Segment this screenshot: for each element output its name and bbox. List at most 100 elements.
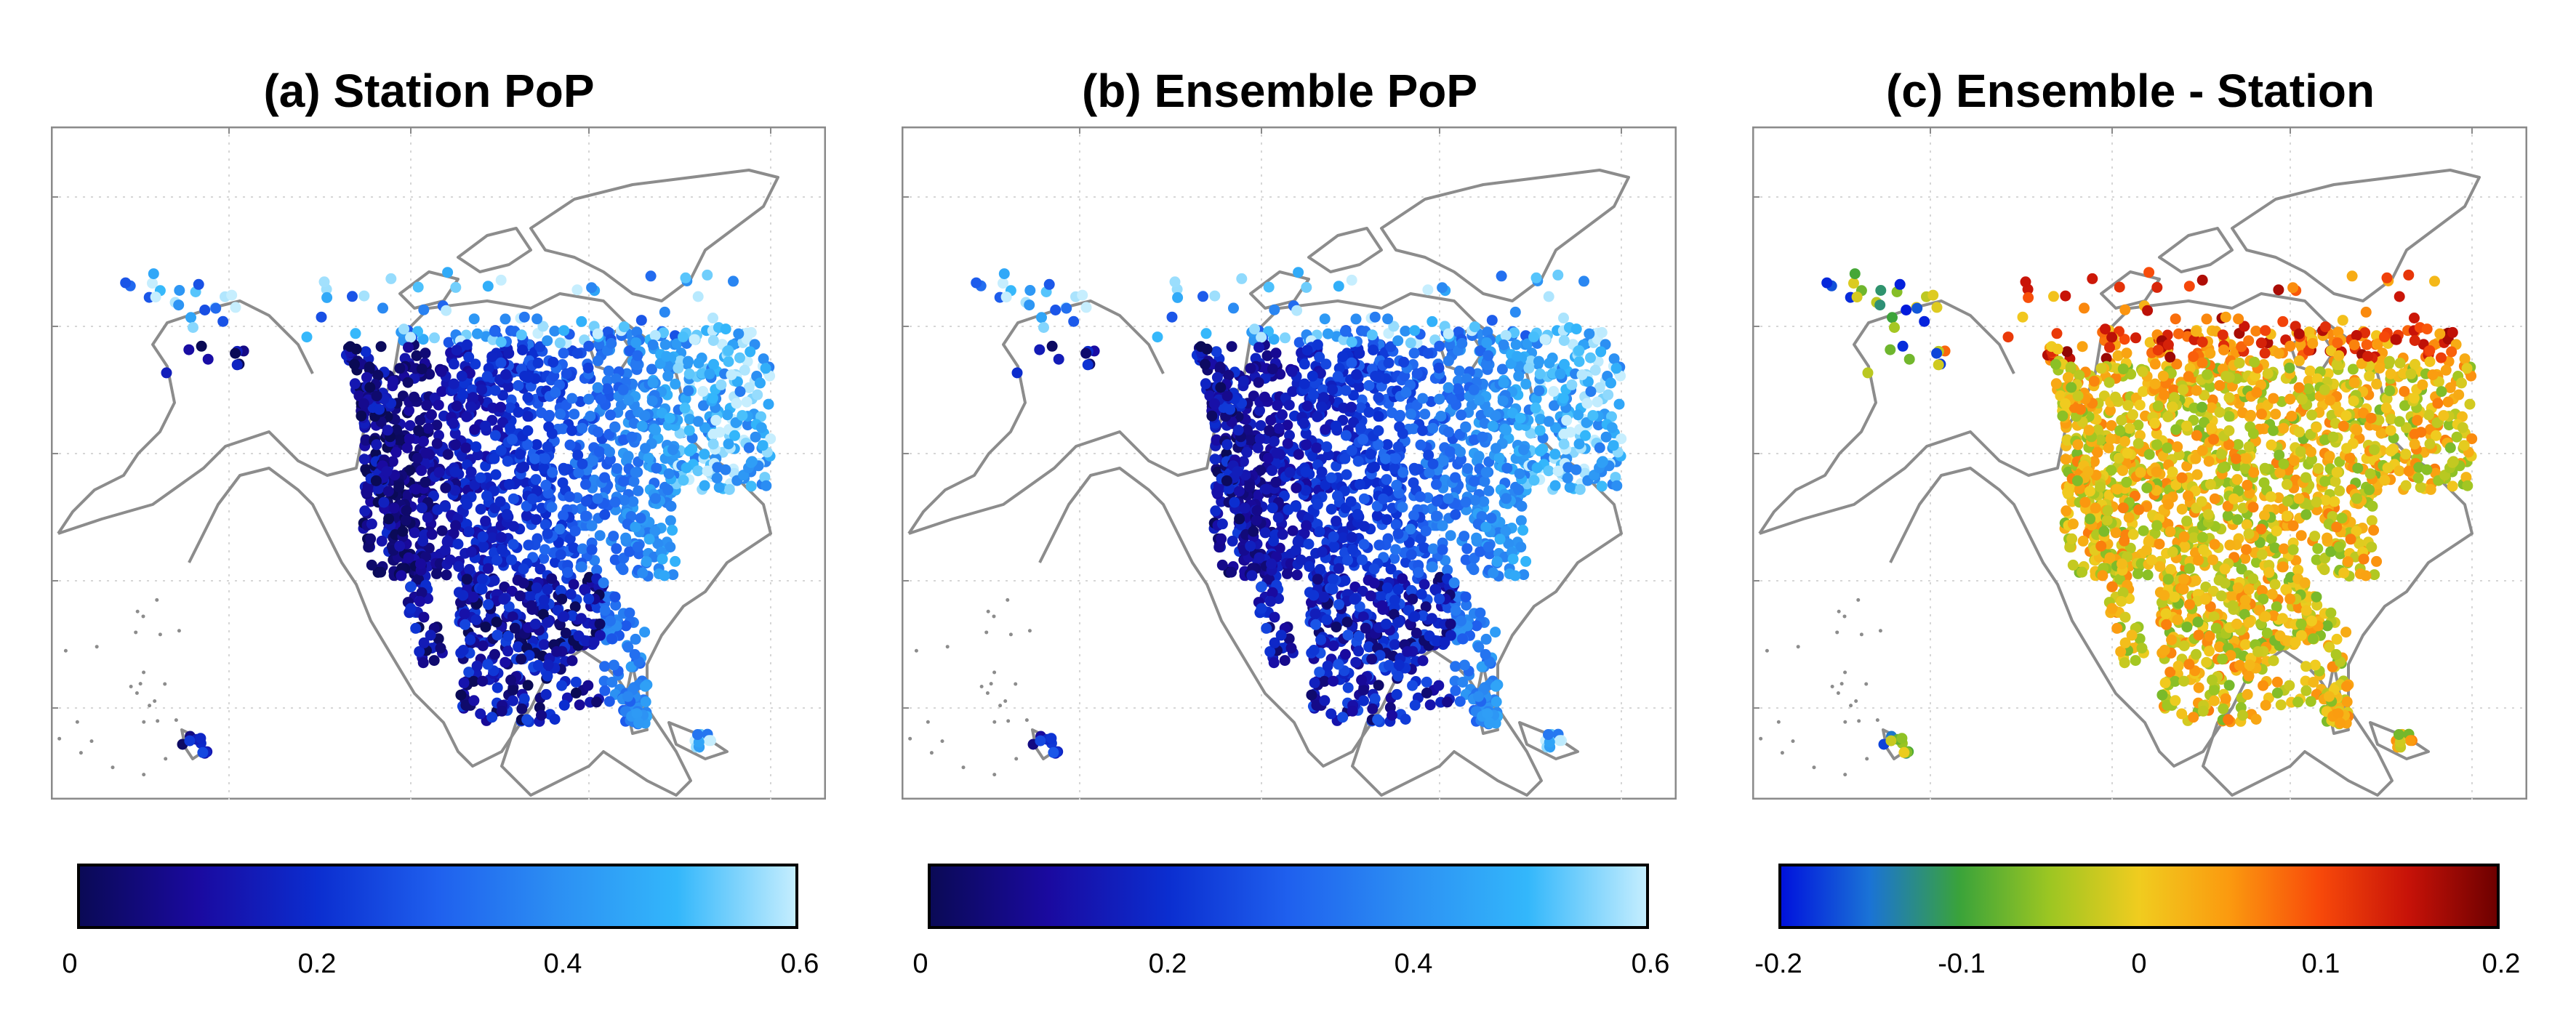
station-marker [592, 426, 603, 438]
station-marker [1460, 496, 1472, 508]
station-marker [526, 600, 537, 611]
station-marker [752, 389, 763, 401]
station-marker [630, 521, 641, 533]
station-marker [416, 464, 428, 476]
colorbar-tick-label: 0.2 [297, 949, 337, 979]
station-marker [1061, 302, 1072, 314]
station-marker [1249, 323, 1260, 335]
station-marker [2176, 504, 2188, 515]
station-marker [463, 351, 475, 363]
station-marker [618, 321, 630, 333]
station-marker [1515, 542, 1527, 553]
station-marker [2282, 478, 2292, 490]
station-marker [1477, 431, 1488, 443]
station-marker [1300, 427, 1312, 439]
station-marker [2278, 422, 2290, 434]
station-marker [742, 419, 753, 431]
station-marker [1346, 357, 1357, 369]
station-marker [601, 375, 613, 387]
station-marker [592, 355, 603, 366]
station-marker [2181, 515, 2193, 527]
station-marker [433, 430, 444, 441]
station-marker [531, 485, 542, 496]
station-marker [1496, 270, 1507, 282]
station-marker [452, 539, 464, 550]
station-marker [425, 629, 436, 641]
station-marker [431, 438, 443, 449]
station-marker [1355, 422, 1367, 434]
station-marker [495, 531, 507, 543]
station-marker [2364, 370, 2375, 382]
station-marker [2241, 544, 2252, 555]
station-marker [1209, 454, 1221, 465]
station-marker [665, 542, 676, 553]
station-marker [1548, 386, 1560, 397]
station-marker [2103, 442, 2114, 454]
station-marker [1319, 695, 1331, 707]
station-marker [1434, 393, 1445, 405]
station-marker [734, 352, 745, 363]
station-marker [574, 396, 586, 407]
station-marker [1319, 675, 1330, 687]
station-marker [522, 425, 534, 436]
station-marker [468, 675, 479, 687]
station-marker [450, 520, 462, 531]
station-marker [603, 696, 615, 707]
station-marker [521, 714, 533, 725]
station-marker [585, 411, 596, 422]
station-marker [723, 483, 735, 495]
station-marker [2345, 534, 2356, 545]
station-marker [1333, 659, 1344, 670]
station-marker [598, 577, 609, 589]
station-marker [1216, 559, 1228, 571]
station-marker [1487, 420, 1498, 432]
station-marker [680, 272, 691, 283]
station-marker [1423, 449, 1435, 461]
station-marker [1368, 577, 1380, 589]
station-marker [1549, 448, 1561, 460]
station-marker [1552, 269, 1564, 281]
station-marker [195, 733, 206, 744]
station-marker [421, 400, 433, 411]
station-marker [1270, 347, 1282, 359]
station-marker [1312, 411, 1323, 422]
station-marker [418, 304, 430, 315]
station-marker [531, 439, 542, 451]
station-marker [2239, 552, 2251, 564]
colorbar-tick-label: 0.4 [1394, 949, 1433, 979]
station-marker [2360, 570, 2372, 582]
station-marker [577, 422, 588, 434]
station-marker [432, 504, 444, 515]
station-marker [1589, 364, 1601, 376]
station-marker [576, 315, 587, 327]
station-marker [704, 368, 715, 379]
station-marker [1405, 409, 1416, 420]
station-marker [2424, 438, 2436, 450]
station-marker [1333, 563, 1344, 574]
station-marker [1355, 402, 1367, 414]
station-marker [363, 542, 374, 553]
station-marker [2199, 417, 2210, 428]
station-marker [1473, 451, 1485, 462]
station-marker [1562, 472, 1573, 484]
station-marker [390, 446, 402, 458]
station-marker [1397, 427, 1408, 439]
station-marker [387, 456, 398, 467]
station-marker [1520, 378, 1532, 390]
station-marker [1515, 515, 1527, 526]
station-marker [565, 589, 577, 600]
station-marker [1434, 593, 1445, 605]
station-marker [2134, 399, 2146, 411]
station-marker [605, 409, 617, 421]
station-marker [594, 530, 606, 542]
station-marker [2149, 358, 2161, 370]
panel-title: (a) Station PoP [263, 65, 595, 117]
station-marker [1491, 556, 1503, 568]
station-marker [1585, 386, 1597, 398]
station-marker [374, 403, 385, 415]
station-marker [1358, 493, 1370, 504]
station-marker [2329, 496, 2340, 507]
station-marker [1388, 321, 1400, 332]
station-marker [1046, 733, 1057, 744]
station-marker [1443, 382, 1454, 393]
